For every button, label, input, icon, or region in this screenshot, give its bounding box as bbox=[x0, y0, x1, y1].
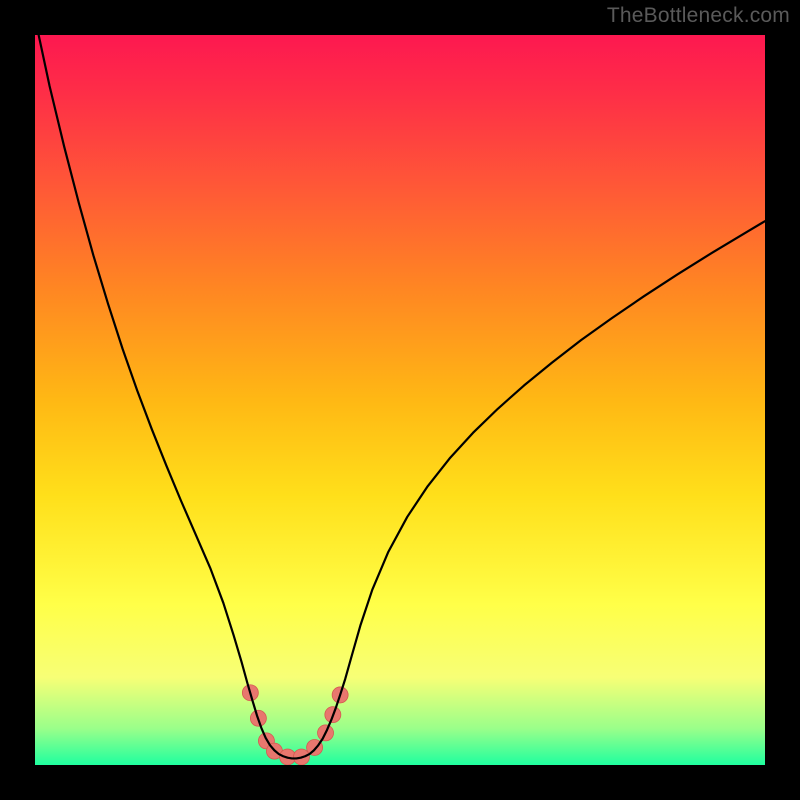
bottleneck-curve bbox=[39, 35, 765, 758]
chart-plot-area bbox=[35, 35, 765, 765]
chart-svg bbox=[35, 35, 765, 765]
markers-group bbox=[242, 685, 348, 765]
watermark-text: TheBottleneck.com bbox=[607, 4, 790, 28]
